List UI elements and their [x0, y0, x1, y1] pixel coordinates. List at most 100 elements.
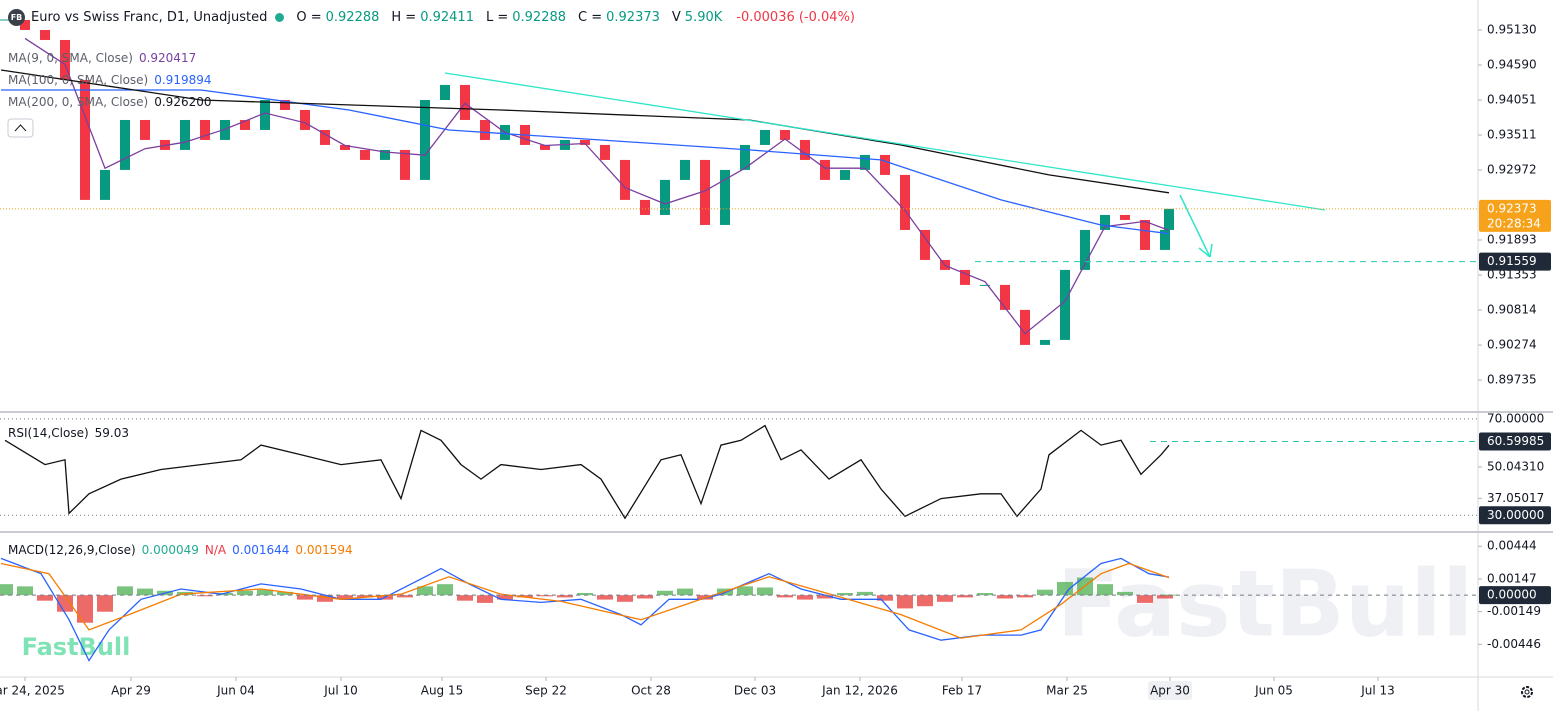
- plot-layer: MA(9, 0, SMA, Close) 0.920417 MA(100, 0, S…: [0, 19, 1551, 700]
- candle: [820, 159, 830, 180]
- candle: [300, 109, 310, 130]
- x-tick-label: Mar 25: [1046, 684, 1088, 698]
- y-tick-label: 37.05017: [1487, 491, 1544, 505]
- candle: [980, 284, 990, 286]
- histogram-bar: [537, 595, 553, 597]
- legend-name: MACD(12,26,9,Close): [8, 543, 136, 557]
- histogram-bar: [957, 595, 973, 598]
- legend-name: MA(100, 0, SMA, Close): [8, 73, 148, 87]
- candle: [900, 174, 910, 230]
- histogram-bar: [1157, 595, 1173, 599]
- x-tick-label: Jan 12, 2026: [821, 684, 898, 698]
- legend-entry: MA(200, 0, SMA, Close) 0.926200: [8, 95, 212, 109]
- candle: [100, 169, 110, 200]
- collapse-icon: [14, 124, 27, 132]
- level-label: 60.59985: [1487, 434, 1544, 448]
- candle: [1040, 339, 1050, 345]
- histogram-bar: [637, 595, 653, 599]
- legend-name: MA(200, 0, SMA, Close): [8, 95, 148, 109]
- histogram-bar: [197, 595, 213, 597]
- quote-list: O = 0.92288 H = 0.92411 L = 0.92288 C = 0.92373…: [296, 10, 730, 25]
- price-change: -0.00036 (-0.04%): [736, 10, 855, 25]
- x-tick-label: Oct 28: [631, 684, 671, 698]
- histogram-bar: [577, 592, 593, 596]
- status-dot: [275, 13, 285, 22]
- rsi-line: [4, 424, 1170, 520]
- quote-label: O =: [296, 10, 322, 25]
- collapse-button[interactable]: [7, 118, 34, 138]
- y-tick-label: 30.00000: [1487, 508, 1544, 522]
- x-tick-label: Jul 13: [1360, 684, 1395, 698]
- candle: [320, 129, 330, 145]
- y-tick-label: 0.00147: [1487, 571, 1537, 585]
- x-tick-label: Feb 17: [942, 684, 982, 698]
- candle: [880, 154, 890, 175]
- candle: [1140, 219, 1150, 250]
- legend-name: RSI(14,Close): [8, 426, 89, 440]
- candle: [1060, 269, 1070, 340]
- histogram-bar: [497, 595, 513, 600]
- header: FB Euro vs Swiss Franc, D1, Unadjusted O…: [8, 9, 855, 26]
- histogram-bar: [1037, 589, 1053, 596]
- histogram-bar: [657, 590, 673, 596]
- quote-label: C =: [578, 10, 603, 25]
- x-tick-label: Apr 29: [111, 684, 151, 698]
- legend-value: N/A: [205, 543, 227, 557]
- legend-entry: RSI(14,Close) 59.03: [8, 426, 129, 440]
- candle: [800, 139, 810, 160]
- histogram-bar: [297, 595, 313, 600]
- legend-value: 0.920417: [139, 51, 196, 65]
- candle: [1080, 229, 1090, 270]
- candle: [40, 29, 50, 40]
- candle: [260, 99, 270, 130]
- y-tick-label: -0.00149: [1487, 604, 1541, 618]
- candle: [240, 119, 250, 130]
- candle: [920, 229, 930, 260]
- logo: FastBull: [22, 633, 131, 661]
- histogram-bar: [257, 589, 273, 596]
- last-price-label: 0.92373: [1487, 201, 1537, 215]
- candle: [200, 119, 210, 140]
- legend-name: MA(9, 0, SMA, Close): [8, 51, 133, 65]
- x-tick-label: Sep 22: [525, 684, 567, 698]
- histogram-bar: [77, 595, 93, 623]
- quote-value: 5.90K: [684, 10, 723, 25]
- y-tick-label: 0.91353: [1487, 268, 1537, 282]
- y-tick-label: 0.90814: [1487, 303, 1537, 317]
- histogram-bar: [37, 595, 53, 601]
- x-tick-box: [1148, 681, 1192, 700]
- candle: [840, 169, 850, 180]
- histogram-bar: [477, 595, 493, 603]
- candle: [580, 139, 590, 145]
- candle: [960, 269, 970, 285]
- quote-value: 0.92373: [606, 10, 660, 25]
- candle: [360, 149, 370, 160]
- settings-button[interactable]: [1521, 686, 1533, 698]
- legend-value: 59.03: [95, 426, 129, 440]
- settings-icon: [1521, 686, 1533, 698]
- candle: [540, 144, 550, 150]
- legend-value: 0.919894: [154, 73, 211, 87]
- y-tick-box: [1479, 586, 1551, 605]
- quote-label: V: [671, 10, 681, 25]
- legend-entry: MA(9, 0, SMA, Close) 0.920417: [8, 51, 196, 65]
- signal-line: [0, 562, 1170, 639]
- legend-value: 0.001644: [232, 543, 289, 557]
- quote-label: H =: [391, 10, 417, 25]
- candle: [380, 149, 390, 160]
- histogram-bar: [897, 595, 913, 609]
- trend-line: [444, 72, 1326, 211]
- x-tick-label: Aug 15: [421, 684, 464, 698]
- histogram-bar: [1097, 584, 1113, 596]
- countdown-label: 20:28:34: [1487, 216, 1541, 230]
- y-tick-label: -0.00446: [1487, 637, 1541, 651]
- histogram-bar: [397, 595, 413, 598]
- histogram-bar: [217, 592, 233, 596]
- histogram-bar: [817, 595, 833, 599]
- settings-icon-center: [1524, 689, 1530, 695]
- candle: [140, 119, 150, 140]
- histogram-bar: [797, 595, 813, 600]
- histogram-bar: [1017, 595, 1033, 598]
- histogram-bar: [937, 595, 953, 602]
